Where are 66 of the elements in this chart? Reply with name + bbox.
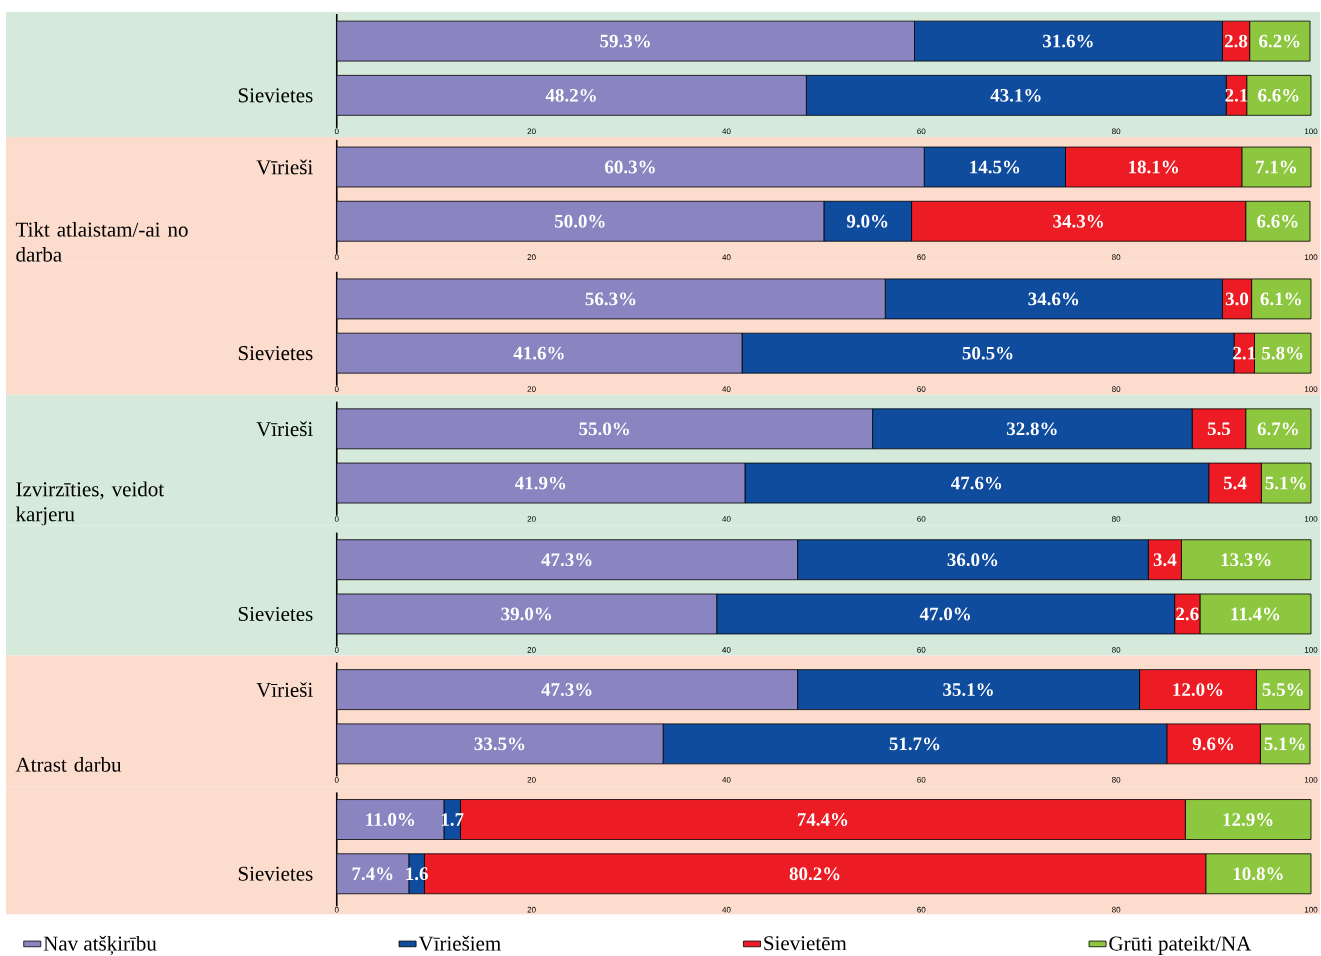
data-label: 9.6% xyxy=(1192,737,1234,751)
data-label: 6.6% xyxy=(1258,88,1299,102)
y-tick-label: Sievietes xyxy=(238,866,313,881)
data-label: 34.3% xyxy=(1053,214,1103,228)
data-label: 12.9% xyxy=(1223,813,1273,826)
data-label: 5.5% xyxy=(1262,683,1303,697)
data-label: 5.5 xyxy=(1207,422,1231,436)
y-axis-title: Izvirzīties, veidot karjeru xyxy=(15,481,164,526)
legend-label: Nav atšķirību xyxy=(43,935,157,955)
data-label: 7.4% xyxy=(352,867,393,881)
data-label: 5.4 xyxy=(1223,476,1247,490)
data-label: 6.2% xyxy=(1259,34,1300,48)
data-label: 11.0% xyxy=(366,813,415,826)
data-label: 5.8% xyxy=(1262,346,1303,360)
data-label: 3.0 xyxy=(1225,292,1249,306)
data-label: 47.3% xyxy=(541,553,592,567)
data-label: 6.6% xyxy=(1257,214,1298,228)
data-label: 2.6 xyxy=(1176,607,1199,621)
data-label: 41.6% xyxy=(513,346,564,360)
data-label: 47.0% xyxy=(919,607,970,621)
legend-label: Sievietēm xyxy=(764,936,847,951)
legend-label: Vīriešiem xyxy=(418,935,501,951)
data-label: 32.8% xyxy=(1006,422,1057,436)
y-tick-label: Vīrieši xyxy=(256,159,313,175)
data-label: 43.1% xyxy=(990,88,1041,102)
legend-label: Grūti pateikt/NA xyxy=(1109,935,1252,955)
data-label: 18.1% xyxy=(1129,160,1178,174)
y-tick-label: Vīrieši xyxy=(256,421,313,437)
y-tick-label: Vīrieši xyxy=(256,682,313,698)
data-label: 5.1% xyxy=(1265,476,1306,490)
data-label: 31.6% xyxy=(1043,34,1093,48)
data-label: 6.1% xyxy=(1260,292,1301,306)
data-label: 35.1% xyxy=(943,683,993,697)
data-label: 50.0% xyxy=(554,214,605,228)
data-label: 55.0% xyxy=(579,422,629,436)
data-label: 14.5% xyxy=(970,160,1020,174)
data-label: 11.4% xyxy=(1231,607,1280,621)
y-tick-label: Sievietes xyxy=(238,88,313,103)
data-label: 5.1% xyxy=(1264,737,1305,751)
data-label: 74.4% xyxy=(797,813,848,826)
y-tick-label: Sievietes xyxy=(238,606,313,622)
data-label: 10.8% xyxy=(1233,867,1283,881)
data-label: 12.0% xyxy=(1173,683,1223,697)
data-label: 56.3% xyxy=(585,292,636,306)
data-label: 9.0% xyxy=(846,214,888,228)
data-label: 50.5% xyxy=(962,346,1013,360)
y-tick-label: Sievietes xyxy=(238,346,313,361)
data-label: 6.7% xyxy=(1257,422,1298,436)
data-label: 3.4 xyxy=(1153,553,1177,567)
data-label: 39.0% xyxy=(501,607,552,621)
data-label: 47.6% xyxy=(951,476,1002,490)
data-label: 33.5% xyxy=(474,737,525,751)
data-label: 60.3% xyxy=(605,160,655,174)
data-label: 51.7% xyxy=(889,737,940,751)
data-label: 34.6% xyxy=(1028,292,1079,306)
data-label: 41.9% xyxy=(515,476,566,490)
data-label: 48.2% xyxy=(545,88,596,102)
data-label: 59.3% xyxy=(600,34,650,48)
y-axis-title: Tikt atlaistam/-ai no darba xyxy=(15,221,188,262)
data-label: 13.3% xyxy=(1221,553,1271,567)
data-label: 36.0% xyxy=(947,553,998,567)
y-axis-title: Atrast darbu xyxy=(15,757,122,772)
data-label: 2.8 xyxy=(1224,34,1248,48)
data-label: 80.2% xyxy=(789,867,840,881)
data-label: 47.3% xyxy=(541,683,592,697)
data-label: 7.1% xyxy=(1256,160,1296,174)
